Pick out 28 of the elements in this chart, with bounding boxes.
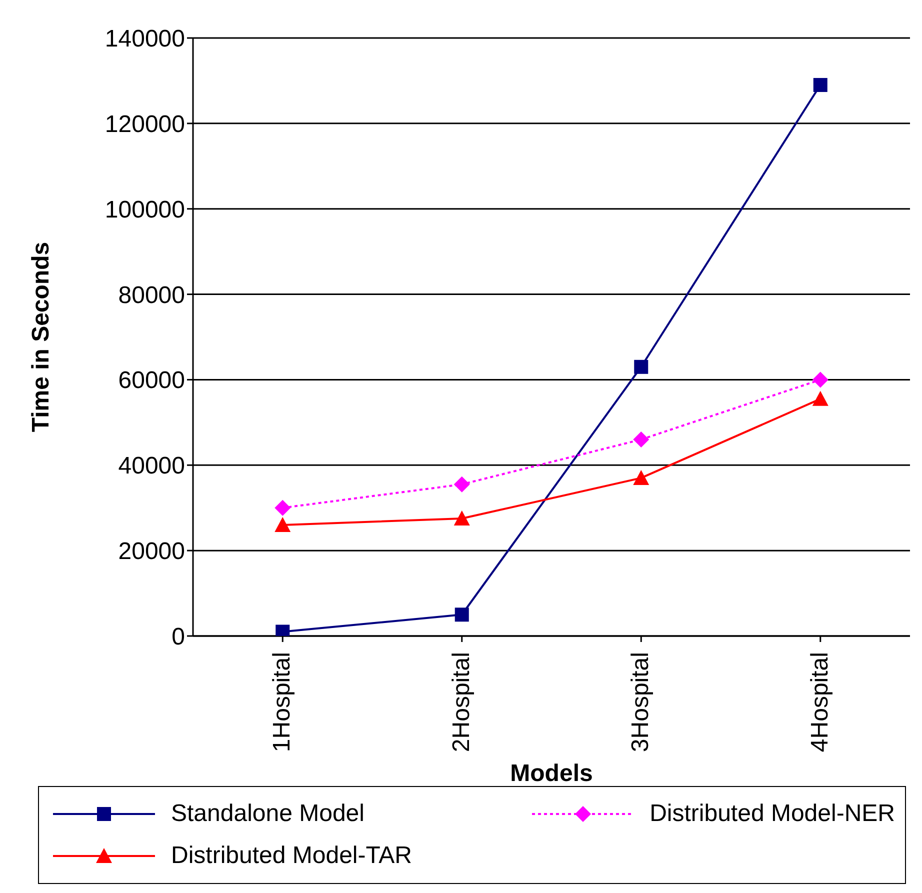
y-tick-label: 40000 bbox=[118, 452, 185, 480]
point bbox=[633, 470, 650, 485]
x-tick-label: 1Hospital bbox=[268, 652, 296, 752]
y-tick-label: 80000 bbox=[118, 282, 185, 309]
point bbox=[634, 360, 648, 374]
y-tick-label: 60000 bbox=[118, 367, 185, 394]
point bbox=[454, 510, 470, 526]
y-tick-label: 120000 bbox=[104, 110, 185, 138]
x-axis-title: Models bbox=[510, 760, 593, 787]
y-tick-label: 140000 bbox=[104, 26, 185, 53]
x-tick-label: 4Hospital bbox=[806, 652, 834, 752]
point bbox=[454, 476, 470, 492]
point bbox=[274, 500, 291, 516]
point bbox=[812, 372, 828, 388]
y-tick-label: 100000 bbox=[104, 196, 185, 224]
point bbox=[274, 516, 291, 532]
point bbox=[812, 390, 828, 406]
point bbox=[813, 78, 828, 92]
legend-label: Distributed Model-TAR bbox=[171, 842, 412, 870]
x-tick-label: 2Hospital bbox=[448, 652, 475, 752]
legend-label: Distributed Model-NER bbox=[650, 800, 895, 828]
legend-label: Standalone Model bbox=[171, 800, 364, 828]
point bbox=[633, 432, 650, 448]
y-axis-title: Time in Seconds bbox=[28, 242, 55, 432]
point bbox=[454, 608, 469, 622]
x-tick-label: 3Hospital bbox=[627, 652, 654, 752]
y-tick-label: 0 bbox=[172, 624, 185, 651]
y-tick-label: 20000 bbox=[118, 538, 185, 566]
